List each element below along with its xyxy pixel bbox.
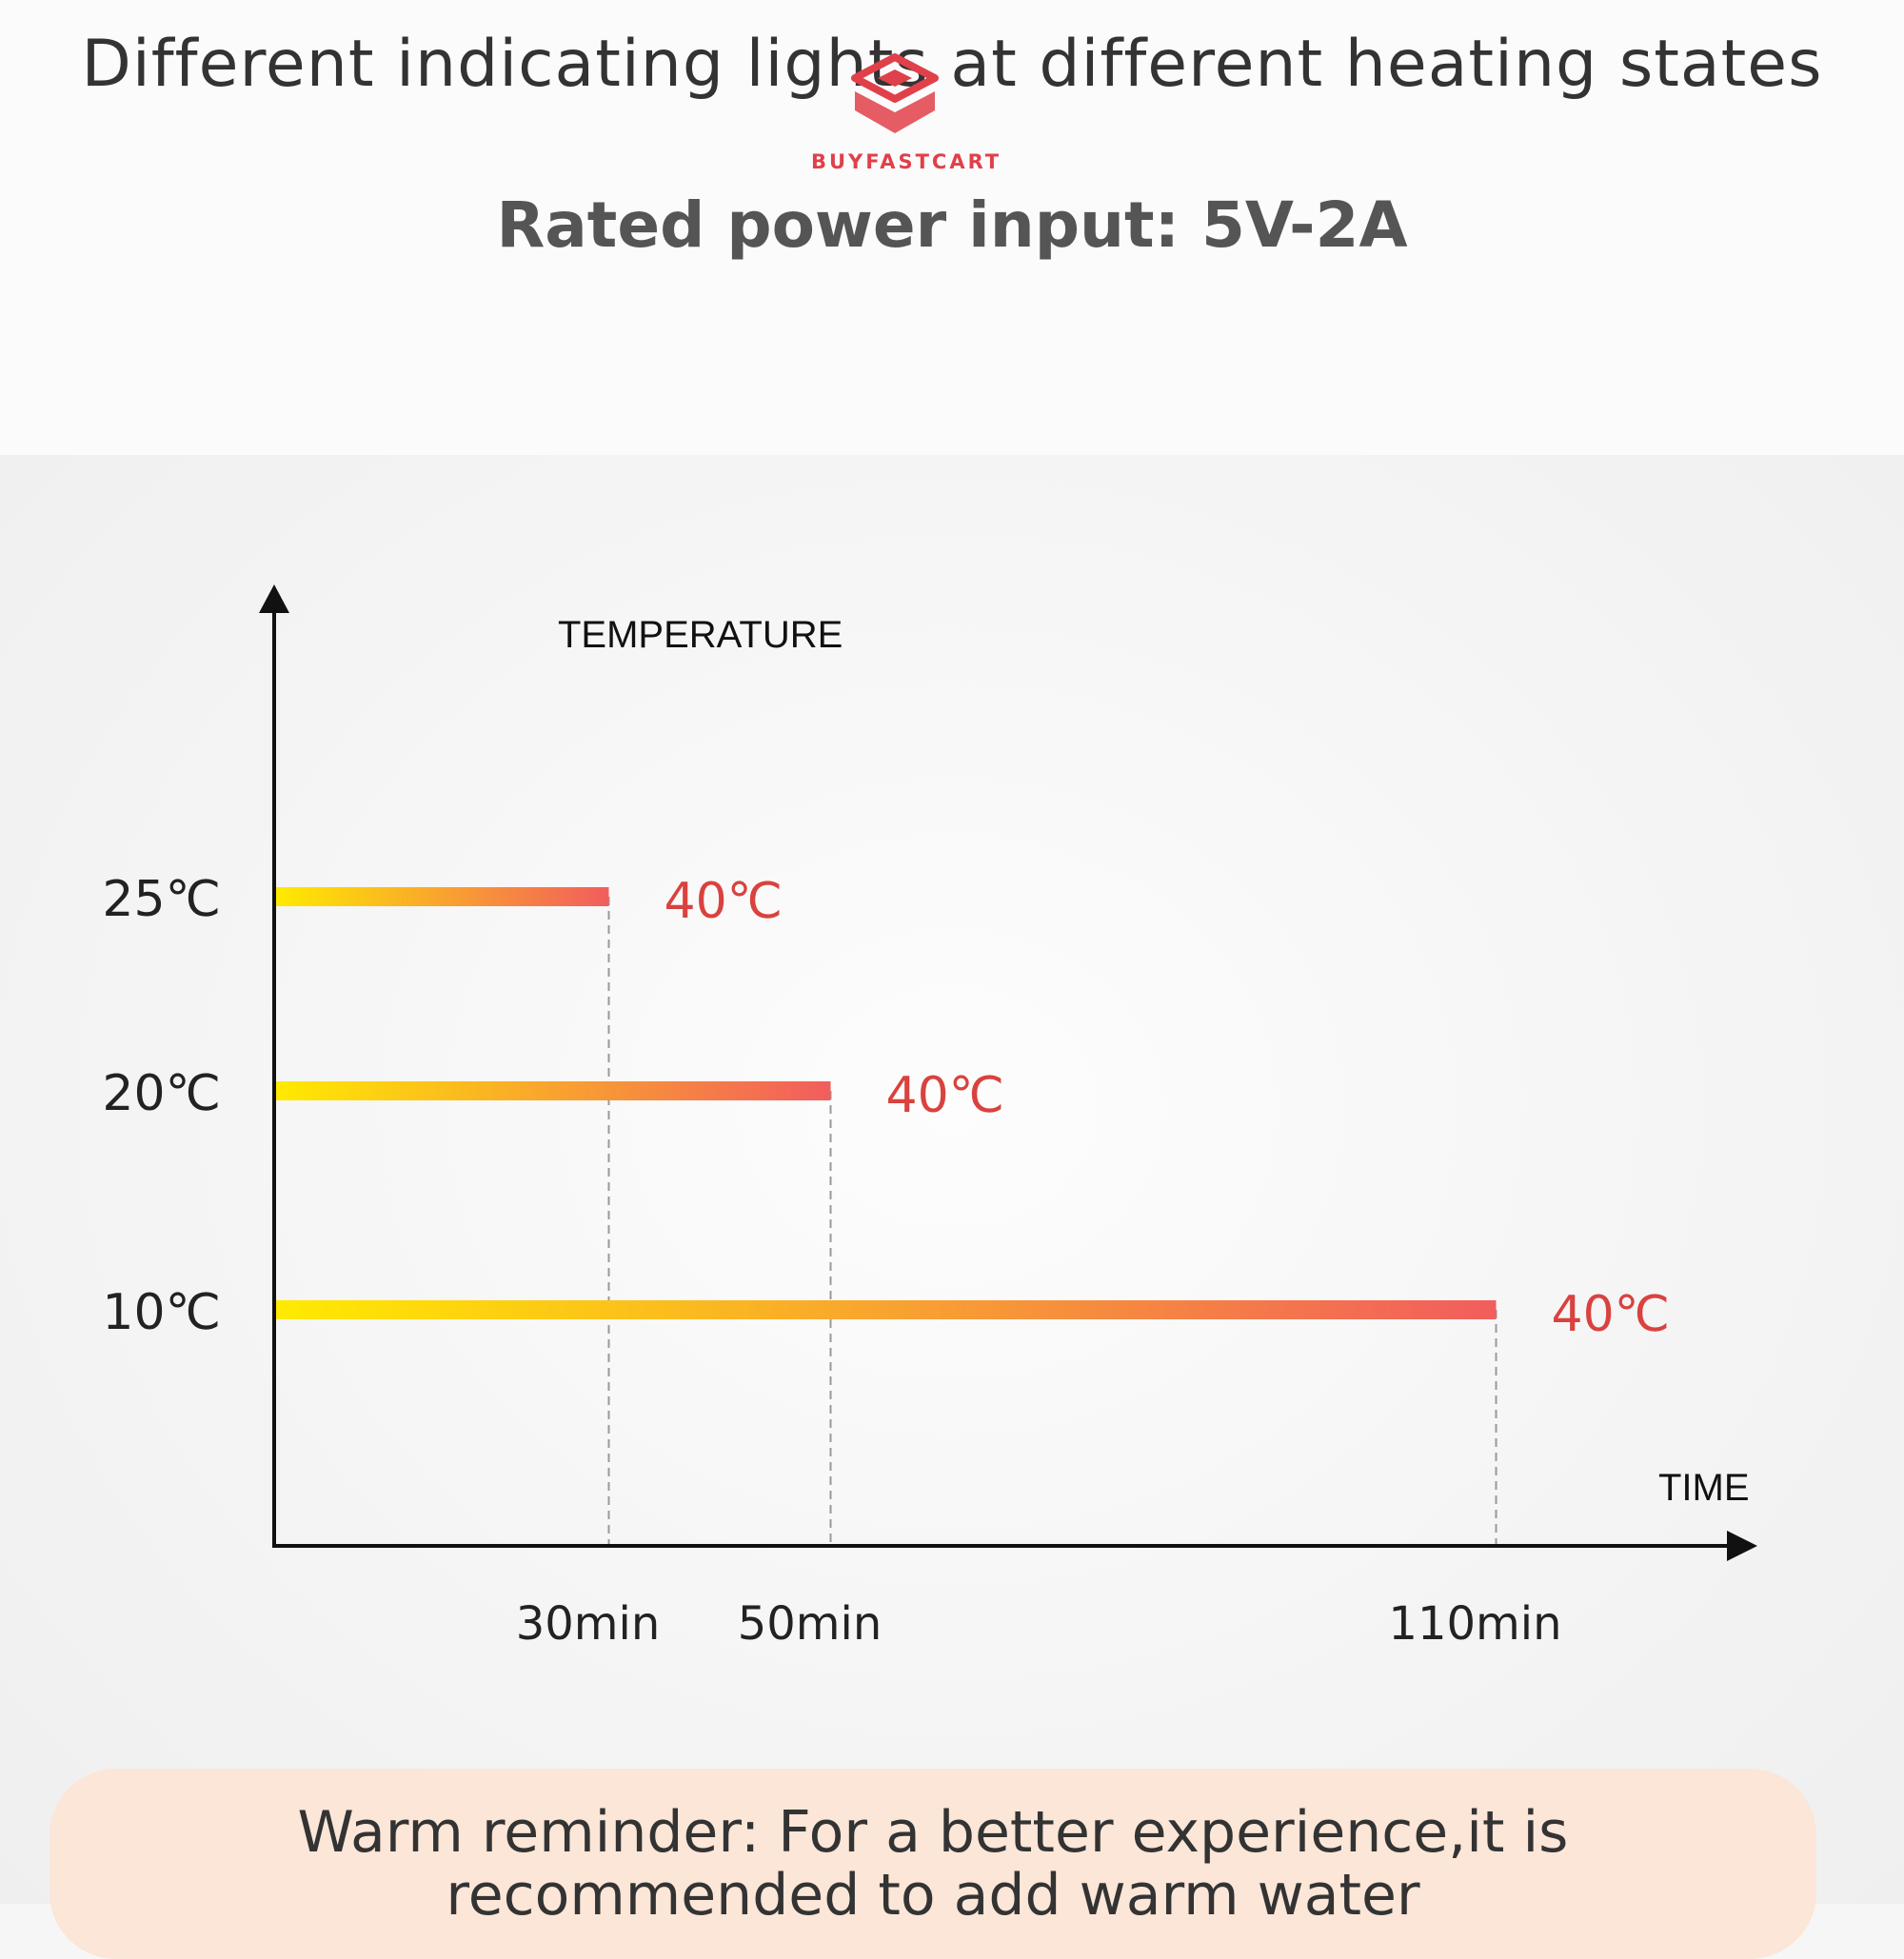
y-axis-title: TEMPERATURE bbox=[558, 614, 843, 656]
warm-reminder-banner: Warm reminder: For a better experience,i… bbox=[50, 1769, 1816, 1959]
brand-logo: BUYFASTCART bbox=[811, 53, 1002, 187]
y-tick-label: 25℃ bbox=[102, 871, 221, 928]
bar-2 bbox=[276, 1081, 831, 1100]
page-title: Different indicating lights at different… bbox=[81, 27, 1823, 102]
page-subtitle: Rated power input: 5V-2A bbox=[496, 188, 1408, 262]
heating-time-chart: TEMPERATURE TIME 25℃ 40℃ 30min 20℃ 40℃ 50min 1… bbox=[102, 584, 1757, 1651]
reminder-line-2: recommended to add warm water bbox=[446, 1862, 1420, 1929]
x-axis-arrow bbox=[1727, 1531, 1757, 1561]
y-tick-label: 10℃ bbox=[102, 1284, 221, 1341]
y-axis-arrow bbox=[259, 584, 289, 613]
bar-end-label: 40℃ bbox=[664, 873, 783, 930]
bar-end-label: 40℃ bbox=[886, 1067, 1005, 1124]
bar-1 bbox=[276, 887, 609, 906]
reminder-line-1: Warm reminder: For a better experience,i… bbox=[297, 1799, 1569, 1866]
x-tick-label: 30min bbox=[516, 1597, 661, 1651]
x-tick-label: 50min bbox=[738, 1597, 883, 1651]
y-tick-label: 20℃ bbox=[102, 1065, 221, 1122]
bar-3 bbox=[276, 1300, 1497, 1319]
logo-text: BUYFASTCART bbox=[811, 150, 1002, 173]
x-axis-title: TIME bbox=[1658, 1467, 1750, 1509]
bar-end-label: 40℃ bbox=[1552, 1286, 1671, 1343]
header-panel bbox=[0, 0, 1904, 455]
x-tick-label: 110min bbox=[1388, 1597, 1561, 1651]
cube-logo-icon bbox=[851, 53, 939, 133]
chart-panel bbox=[0, 455, 1904, 1904]
